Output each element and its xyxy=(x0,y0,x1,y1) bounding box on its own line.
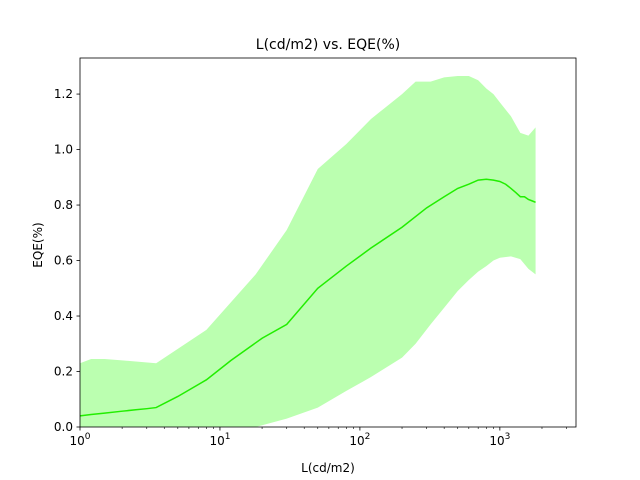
y-tick-label: 0.0 xyxy=(54,420,73,434)
y-tick-label: 0.4 xyxy=(54,309,73,323)
x-tick-label: 100 xyxy=(69,432,90,448)
x-tick-label: 103 xyxy=(489,432,510,448)
plot-frame xyxy=(79,57,577,428)
x-tick-label: 101 xyxy=(209,432,230,448)
y-tick-label: 1.0 xyxy=(54,143,73,157)
series-line xyxy=(79,178,536,417)
y-tick-label: 1.2 xyxy=(54,87,73,101)
chart-title: L(cd/m2) vs. EQE(%) xyxy=(256,37,400,53)
x-tick-label: 102 xyxy=(349,432,370,448)
y-tick-label: 0.6 xyxy=(54,254,73,268)
y-tick-label: 0.2 xyxy=(54,365,73,379)
y-tick-label: 0.8 xyxy=(54,198,73,212)
y-axis-label: EQE(%) xyxy=(31,222,45,267)
plot-area: 0.0 0.2 0.4 0.6 0.8 1.0 1.2 100 101 102 103 xyxy=(54,57,577,448)
confidence-band xyxy=(80,76,536,427)
x-axis-label: L(cd/m2) xyxy=(301,461,355,475)
